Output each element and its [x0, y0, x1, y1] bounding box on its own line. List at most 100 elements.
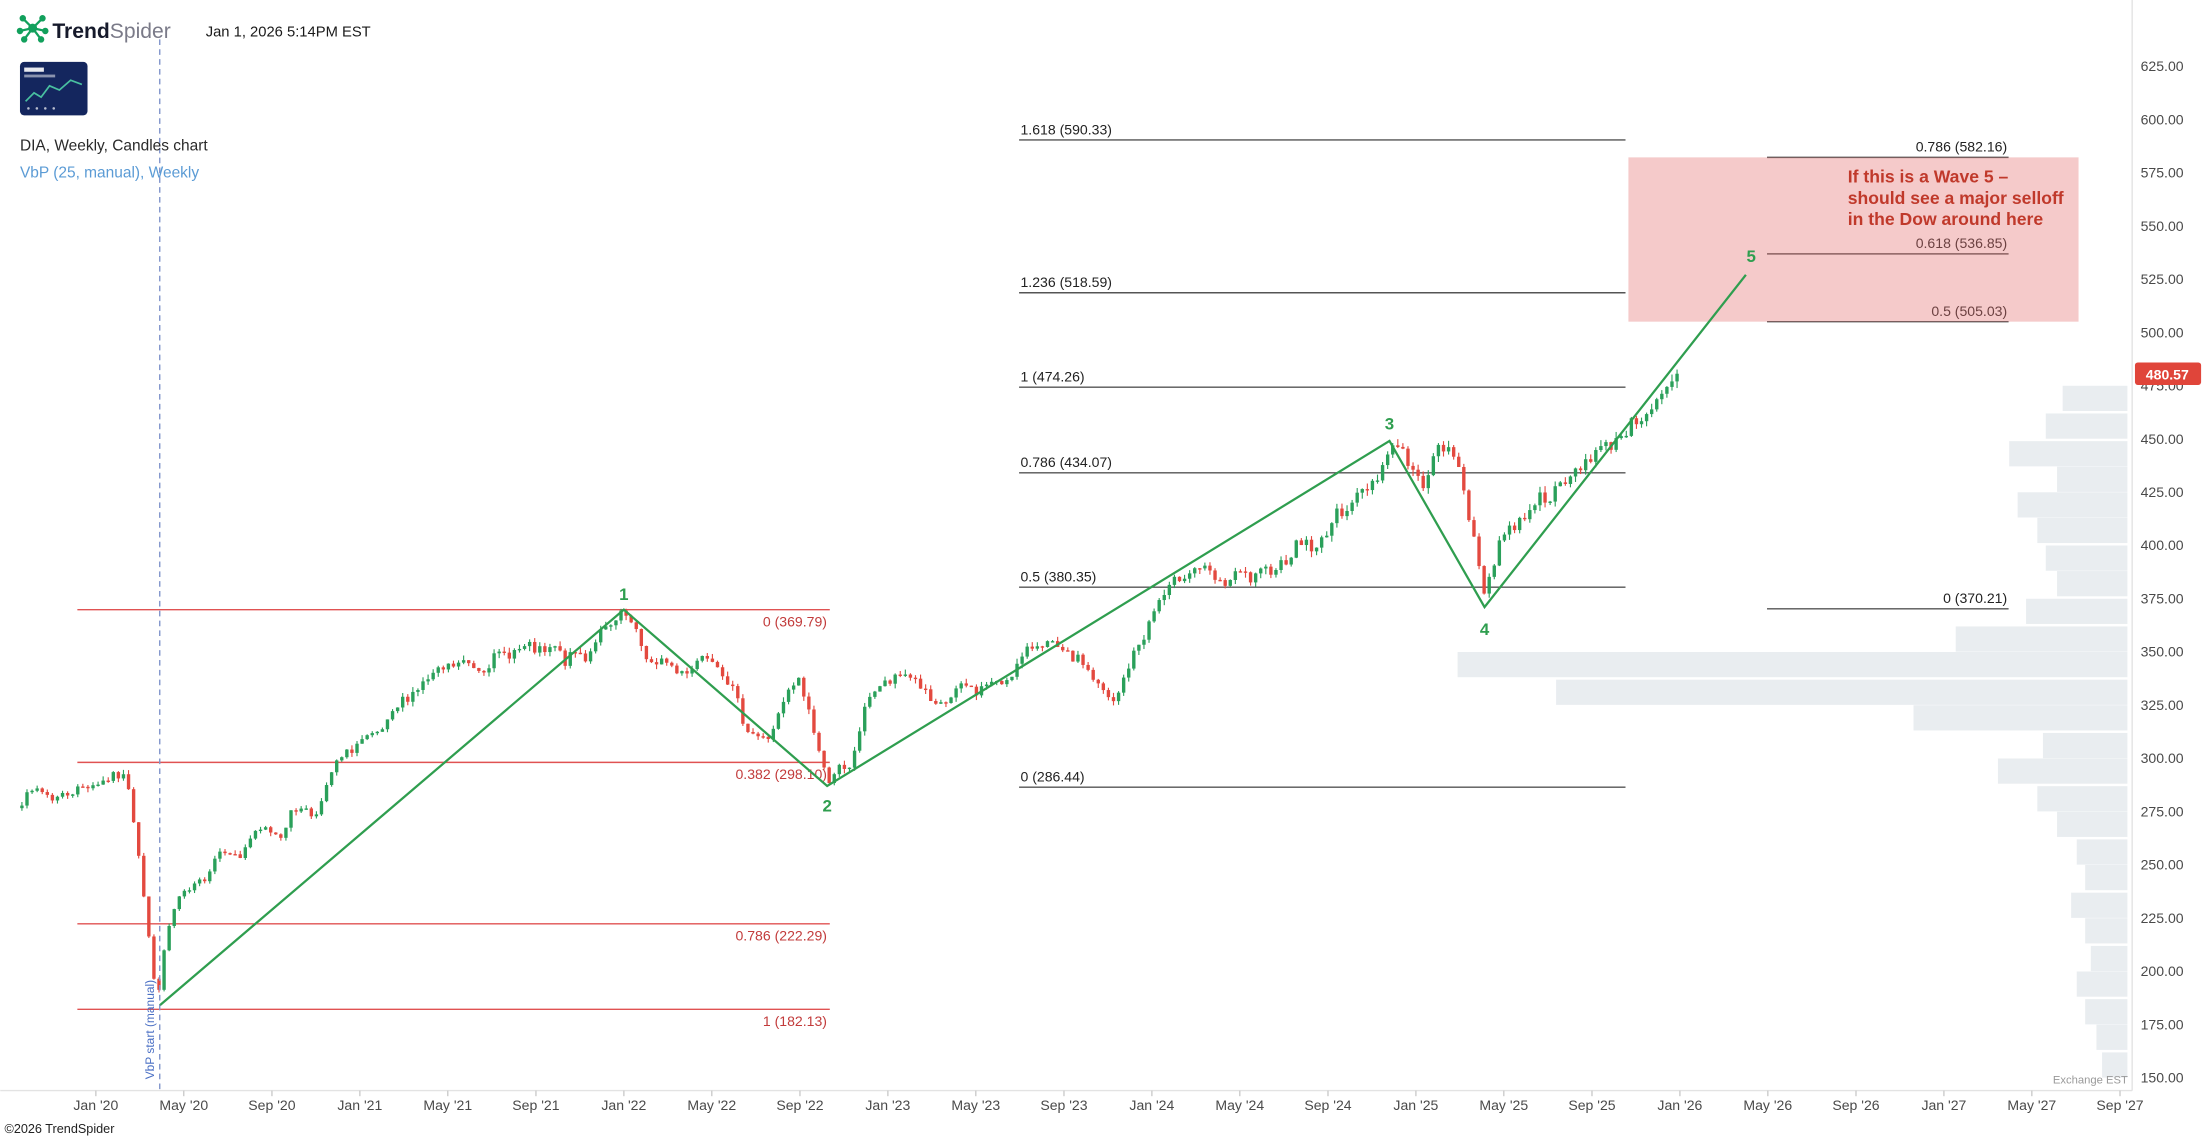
candle-body [1375, 480, 1380, 482]
price-tick-label: 275.00 [2141, 803, 2184, 819]
candle-body [1457, 456, 1461, 467]
axes[interactable]: 625.00600.00575.00550.00525.00500.00475.… [0, 0, 2184, 1113]
candle-body [680, 671, 684, 674]
candle-body [639, 629, 644, 646]
elliott-wave-layer[interactable]: 1 2 3 4 5 [159, 247, 1756, 1007]
candle-body [1619, 436, 1623, 439]
candles-layer[interactable] [20, 369, 1679, 993]
candle-body [182, 890, 187, 897]
candle-body [964, 683, 968, 686]
fib-tools-layer[interactable]: 0 (369.79) 0.382 (298.10) 0.786 (222.29) 1 … [77, 121, 2009, 1029]
vbp-start-layer[interactable]: VbP start (manual) [143, 39, 161, 1091]
vbp-bar [2102, 1052, 2128, 1078]
candle-body [294, 810, 298, 812]
candle-body [1599, 446, 1603, 451]
candle-body [507, 652, 512, 659]
elliott-wave-line[interactable] [159, 274, 1747, 1007]
header: TrendSpider Jan 1, 2026 5:14PM EST DIA, … [16, 15, 371, 181]
price-tick-label: 150.00 [2141, 1070, 2184, 1086]
time-tick-label: Sep '25 [1568, 1097, 1615, 1113]
candle-body [725, 676, 730, 685]
candle-body [969, 685, 974, 688]
candle-body [1523, 517, 1527, 520]
candle-body [1091, 669, 1095, 680]
price-tick-label: 225.00 [2141, 910, 2184, 926]
candle-body [1558, 482, 1562, 487]
candle-body [1157, 600, 1161, 612]
candle-body [822, 750, 826, 768]
time-tick-label: May '23 [951, 1097, 1000, 1113]
candle-body [1512, 525, 1517, 531]
time-tick-label: Jan '27 [1921, 1097, 1966, 1113]
candle-body [1116, 692, 1121, 702]
candle-body [1121, 677, 1126, 693]
candle-body [142, 855, 146, 897]
candle-body [959, 683, 963, 689]
candle-body [345, 749, 349, 758]
candle-body [1649, 409, 1654, 415]
vbp-bar [2045, 545, 2128, 571]
candle-body [908, 674, 913, 678]
fib-retracement-2020-2022-label: 0.382 (298.10) [735, 766, 826, 782]
candle-body [522, 646, 527, 649]
candle-body [411, 691, 415, 702]
candle-body [893, 674, 897, 684]
candle-body [335, 760, 339, 773]
candle-body [233, 854, 237, 856]
candle-body [1670, 381, 1674, 387]
wave-label-5: 5 [1746, 247, 1755, 266]
candle-body [106, 780, 110, 782]
price-tick-label: 450.00 [2141, 431, 2184, 447]
candle-body [350, 749, 354, 753]
wave-label-2: 2 [822, 796, 831, 815]
wave5-annotation[interactable]: If this is a Wave 5 – should see a major… [1628, 157, 2079, 322]
brand-spider: Spider [110, 20, 171, 43]
candle-body [1467, 490, 1471, 521]
candle-body [1411, 465, 1415, 470]
time-tick-label: Sep '24 [1304, 1097, 1351, 1113]
candle-body [1350, 502, 1354, 511]
candle-body [888, 680, 892, 684]
candle-body [1589, 459, 1593, 462]
price-tick-label: 250.00 [2141, 857, 2184, 873]
wave-label-4: 4 [1480, 620, 1490, 639]
candle-body [426, 679, 430, 682]
fib-extension-wave-3-label: 1.236 (518.59) [1020, 274, 1111, 290]
candle-body [1345, 510, 1349, 517]
symbol-description[interactable]: DIA, Weekly, Candles chart [20, 138, 208, 155]
price-tick-label: 325.00 [2141, 697, 2184, 713]
candle-body [497, 651, 501, 654]
candle-body [802, 677, 806, 697]
candle-body [1629, 418, 1634, 436]
wave5-annotation-box[interactable] [1628, 157, 2079, 322]
candle-body [1264, 566, 1268, 569]
candle-body [1025, 646, 1029, 657]
fib-retracement-2020-2022-label: 0.786 (222.29) [735, 928, 826, 944]
candle-body [665, 658, 669, 663]
candle-body [619, 610, 623, 621]
candle-body [1238, 571, 1243, 573]
candle-body [1096, 679, 1100, 684]
candle-body [1162, 595, 1166, 601]
candle-body [700, 655, 704, 661]
fib-extension-wave-5-label: 0.5 (505.03) [1931, 303, 2007, 319]
candle-body [944, 702, 948, 704]
candle-body [385, 719, 390, 730]
candle-body [599, 629, 603, 643]
candle-body [878, 686, 882, 692]
candle-body [477, 668, 481, 671]
candle-body [609, 625, 613, 627]
last-price-value: 480.57 [2146, 366, 2189, 382]
fib-extension-wave-3-label: 0 (286.44) [1020, 769, 1084, 785]
candle-body [675, 665, 679, 674]
candle-body [913, 677, 918, 680]
time-tick-label: Jan '20 [73, 1097, 118, 1113]
candle-body [604, 626, 608, 630]
time-tick-label: Sep '26 [1832, 1097, 1879, 1113]
time-tick-label: Sep '27 [2096, 1097, 2143, 1113]
candle-body [1243, 571, 1248, 573]
time-tick-label: May '24 [1215, 1097, 1264, 1113]
candle-body [634, 622, 638, 630]
indicator-label[interactable]: VbP (25, manual), Weekly [20, 164, 199, 181]
